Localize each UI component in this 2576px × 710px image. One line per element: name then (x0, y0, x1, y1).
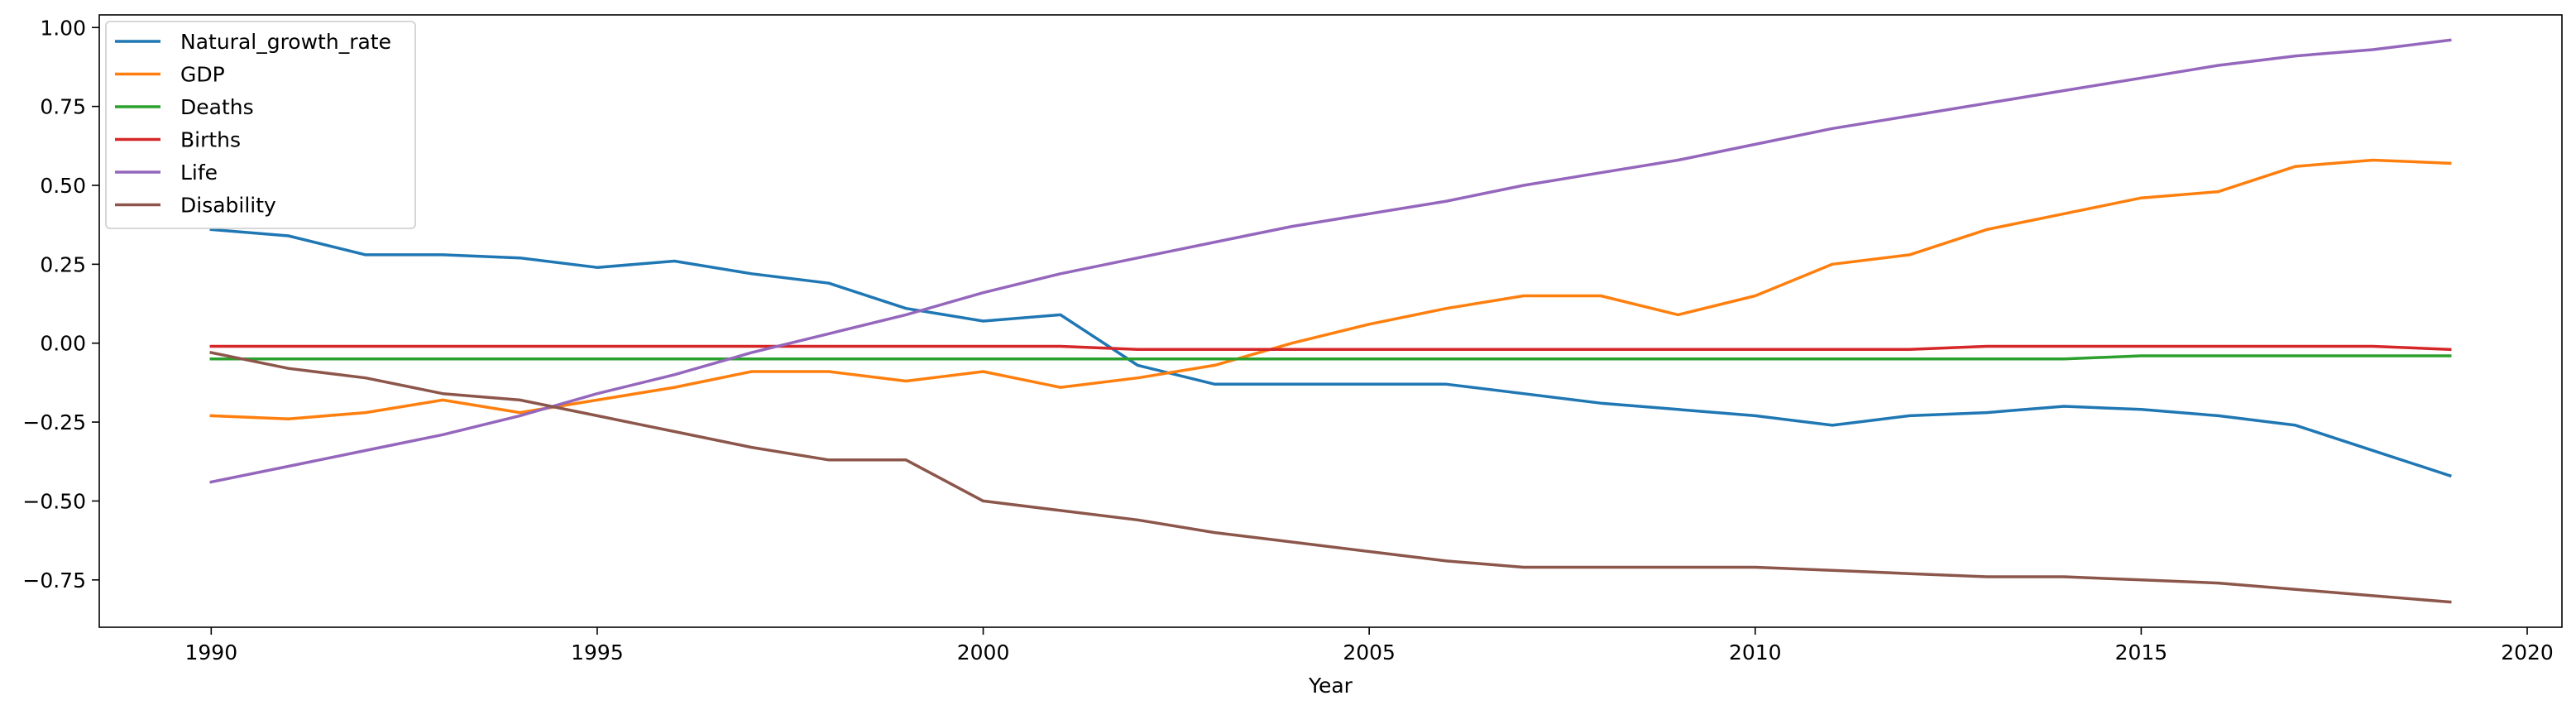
legend-item: Births (115, 128, 241, 152)
x-axis-title: Year (1308, 674, 1353, 698)
x-tick-label: 2000 (957, 640, 1010, 664)
x-tick-label: 2020 (2501, 640, 2554, 664)
x-tick-label: 2010 (1729, 640, 1782, 664)
series-line-life (209, 38, 2452, 484)
legend-box (105, 21, 416, 229)
x-tick-label: 2005 (1343, 640, 1396, 664)
series-line-gdp (209, 158, 2452, 420)
legend-item: Deaths (115, 95, 254, 119)
legend: Natural_growth_rate GDP Deaths Births Life Di… (105, 21, 416, 229)
legend-label: Deaths (180, 95, 254, 119)
legend-item: Disability (115, 194, 276, 218)
series-layer (209, 38, 2452, 604)
series-line-disability (209, 351, 2452, 604)
y-tick-label: 0.00 (40, 332, 86, 356)
x-tick-label: 1995 (571, 640, 624, 664)
legend-label: Natural_growth_rate (180, 30, 391, 54)
y-tick-label: 1.00 (40, 16, 86, 40)
y-tick-label: −0.50 (22, 489, 86, 513)
plot-frame (98, 14, 2563, 628)
legend-label: GDP (180, 63, 225, 87)
y-tick-label: 0.75 (40, 95, 86, 119)
legend-label: Disability (180, 194, 276, 218)
x-tick-label: 1990 (185, 640, 238, 664)
legend-label: Life (180, 161, 218, 185)
legend-item: Natural_growth_rate (115, 30, 391, 54)
series-line-deaths (209, 354, 2452, 361)
y-tick-label: −0.75 (22, 568, 86, 592)
x-tick-label: 2015 (2115, 640, 2168, 664)
series-line-births (209, 344, 2452, 352)
legend-item: GDP (115, 63, 225, 87)
series-line-natural-growth-rate (209, 228, 2452, 478)
y-tick-label: 0.50 (40, 174, 86, 198)
legend-label: Births (180, 128, 241, 152)
legend-item: Life (115, 161, 218, 185)
y-tick-label: −0.25 (22, 410, 86, 434)
y-tick-label: 0.25 (40, 252, 86, 276)
axes-layer: 1990 1995 2000 2005 2010 2015 2020 −0.75 −0.50 −0… (22, 14, 2563, 698)
